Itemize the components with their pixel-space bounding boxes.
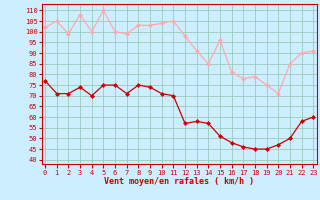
X-axis label: Vent moyen/en rafales ( km/h ): Vent moyen/en rafales ( km/h ) xyxy=(104,177,254,186)
